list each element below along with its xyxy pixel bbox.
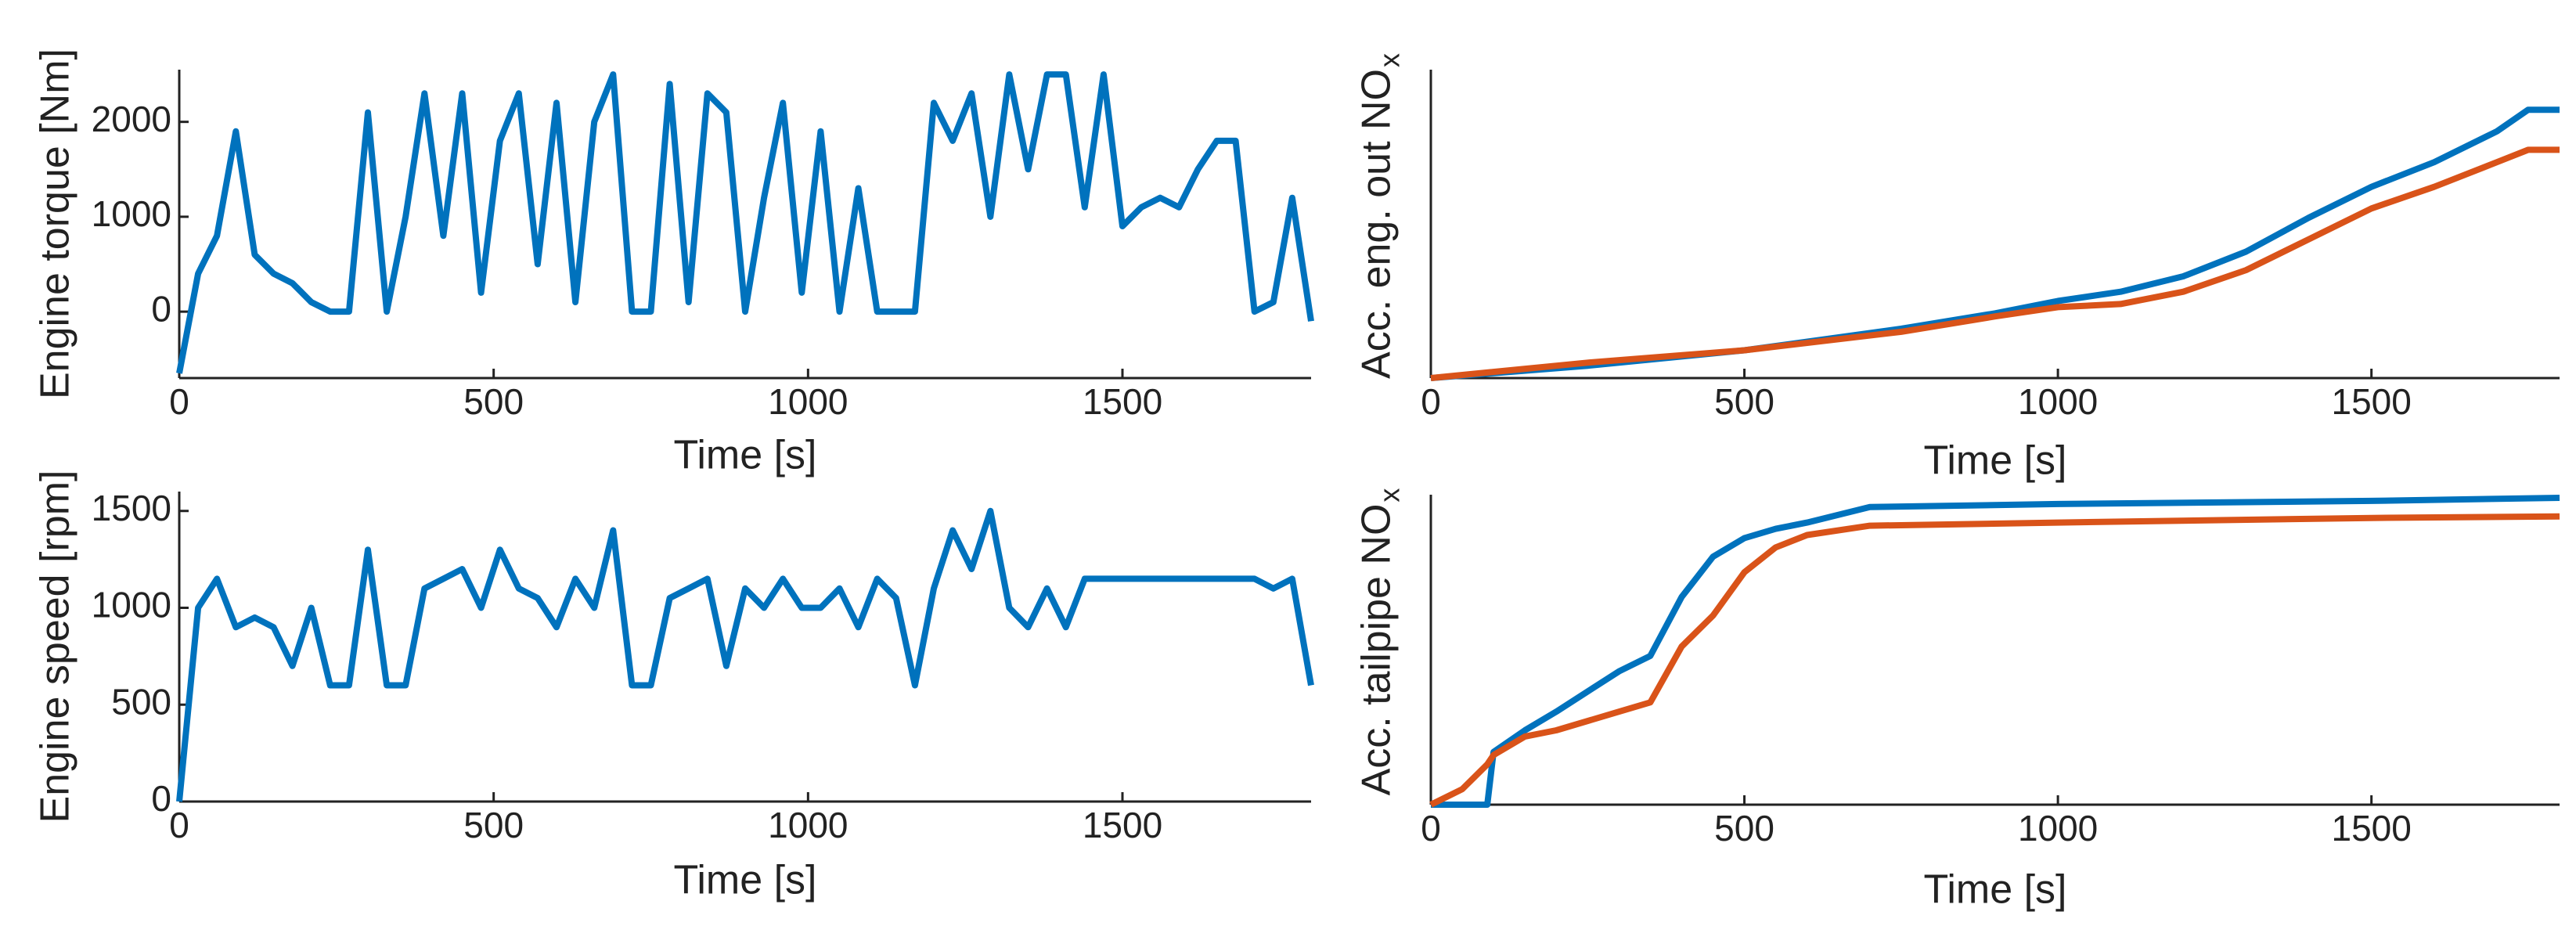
y-axis-label: Acc. eng. out NO — [1354, 69, 1400, 379]
x-axis-label: Time [s] — [674, 858, 817, 903]
data-line — [1430, 146, 2560, 381]
y-axis-label-group: Engine torque [Nm] — [33, 49, 78, 399]
data-line — [1429, 513, 2560, 808]
x-tick-label: 1500 — [2331, 808, 2411, 849]
y-axis-label-group: Engine speed [rpm] — [33, 470, 78, 823]
x-tick-label: 500 — [1714, 381, 1774, 422]
subplot: 0 500 1000 1500 0 1000 2000 Time [s] Engine torq… — [33, 49, 1314, 478]
y-tick-label: 1500 — [92, 488, 171, 528]
y-tick-label: 2000 — [92, 99, 171, 139]
y-axis-label-group: Acc. eng. out NO x — [1354, 53, 1406, 379]
x-axis-label: Time [s] — [674, 433, 817, 478]
x-tick-label: 1500 — [1083, 805, 1162, 845]
y-axis-label: Engine torque [Nm] — [33, 49, 78, 399]
x-tick-label: 0 — [169, 805, 189, 845]
y-tick-label: 1000 — [92, 585, 171, 625]
y-axis-label-subscript: x — [1374, 488, 1406, 503]
data-line — [176, 507, 1314, 802]
subplot: 0 500 1000 1500 Time [s] Acc. tailpipe NOx — [1354, 488, 2560, 913]
data-line — [1430, 106, 2560, 381]
subplot: 0 500 1000 1500 Time [s] Acc. eng. out NO x — [1354, 53, 2560, 484]
x-tick-label: 0 — [1421, 808, 1441, 849]
x-axis-label: Time [s] — [1924, 867, 2067, 913]
y-axis-label: Engine speed [rpm] — [33, 470, 78, 823]
x-tick-label: 1000 — [2018, 808, 2098, 849]
x-tick-label: 0 — [169, 381, 189, 422]
y-tick-label: 0 — [151, 288, 171, 329]
y-tick-label: 1000 — [92, 193, 171, 234]
y-tick-label: 0 — [151, 778, 171, 819]
x-axis-label: Time [s] — [1924, 438, 2067, 484]
y-axis-label-subscript: x — [1374, 53, 1406, 67]
data-line — [176, 71, 1314, 374]
x-tick-label: 1000 — [768, 805, 848, 845]
x-tick-label: 1500 — [2331, 381, 2411, 422]
x-tick-label: 500 — [463, 381, 524, 422]
y-tick-label: 500 — [111, 681, 171, 722]
data-line — [1431, 495, 2560, 808]
y-axis-label-group: Acc. tailpipe NOx — [1354, 488, 1406, 796]
x-tick-label: 500 — [463, 805, 524, 845]
x-tick-label: 1500 — [1083, 381, 1162, 422]
x-tick-label: 1000 — [768, 381, 848, 422]
x-tick-label: 1000 — [2018, 381, 2098, 422]
x-tick-label: 0 — [1421, 381, 1441, 422]
y-axis-label: Acc. tailpipe NO — [1354, 504, 1400, 796]
x-tick-label: 500 — [1714, 808, 1774, 849]
subplot: 0 500 1000 1500 0 500 1000 1500 Time [s] Engine s… — [33, 470, 1314, 903]
